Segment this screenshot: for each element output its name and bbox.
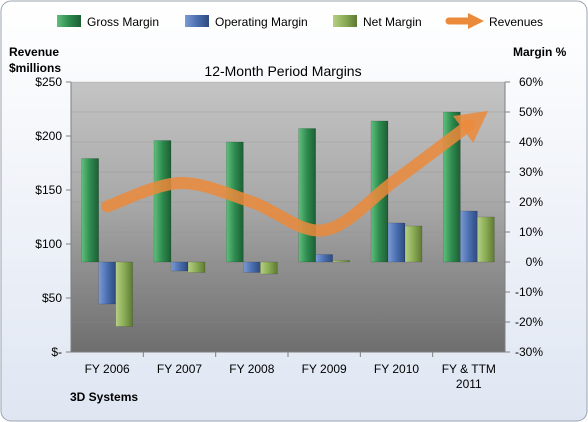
bar-operating-margin bbox=[170, 261, 189, 272]
bar-gross-margin bbox=[81, 158, 99, 263]
y-left-tick-label: $200 bbox=[35, 129, 62, 143]
bar-gross-margin bbox=[443, 111, 461, 263]
bar-gross-margin bbox=[153, 140, 172, 263]
chart-title: 12-Month Period Margins bbox=[204, 63, 361, 79]
x-tick-label: FY 2006 bbox=[85, 362, 130, 376]
gridlines bbox=[71, 81, 505, 353]
legend-swatch-operating-margin bbox=[185, 15, 209, 27]
y-left-label-line2: $millions bbox=[9, 61, 61, 75]
y-right-tick-label: -10% bbox=[515, 285, 543, 299]
x-tick-label-line: FY 2007 bbox=[157, 362, 202, 376]
revenue-line bbox=[101, 110, 489, 237]
y-right-tick-label: 50% bbox=[519, 105, 543, 119]
x-tick-label-line: FY 2009 bbox=[302, 362, 347, 376]
y-left-tick-label: $150 bbox=[35, 183, 62, 197]
y-right-tick-label: 30% bbox=[519, 165, 543, 179]
bar-operating-margin bbox=[98, 261, 116, 305]
y-right-tick-label: -30% bbox=[515, 345, 543, 359]
y-left-label-line1: Revenue bbox=[9, 45, 59, 59]
legend: Gross Margin Operating Margin Net Margin… bbox=[57, 13, 543, 29]
y-right-tick-label: 0% bbox=[526, 255, 544, 269]
x-tick-label: FY 2008 bbox=[229, 362, 274, 376]
legend-swatch-gross-margin bbox=[57, 15, 81, 27]
bar-operating-margin bbox=[243, 261, 261, 273]
y-right-tick-label: 40% bbox=[519, 135, 543, 149]
x-tick-label: FY & TTM 2011 bbox=[442, 362, 496, 391]
bar-net-margin bbox=[187, 261, 206, 273]
bar-operating-margin bbox=[460, 210, 478, 263]
line-revenues bbox=[101, 110, 489, 237]
x-tick-label-line: FY 2010 bbox=[374, 362, 419, 376]
x-tick-label: FY 2007 bbox=[157, 362, 202, 376]
y-right-tick-labels: -30% -20% -10% 0% 10% 20% 30% 40% 50% 60% bbox=[505, 75, 543, 359]
y-left-tick-label: $50 bbox=[42, 291, 62, 305]
bar-net-margin bbox=[115, 261, 133, 327]
legend-label-revenues: Revenues bbox=[489, 15, 543, 29]
x-tick-label-line: FY 2006 bbox=[85, 362, 130, 376]
x-tick-label: FY 2009 bbox=[302, 362, 347, 376]
y-left-tick-label: $- bbox=[51, 345, 62, 359]
y-right-tick-label: 60% bbox=[519, 75, 543, 89]
bar-net-margin bbox=[332, 260, 350, 263]
bar-operating-margin bbox=[387, 222, 406, 263]
legend-arrow-icon bbox=[468, 13, 484, 29]
company-label: 3D Systems bbox=[70, 390, 138, 404]
x-tick-label-line: FY 2008 bbox=[229, 362, 274, 376]
legend-label-gross-margin: Gross Margin bbox=[87, 15, 159, 29]
y-right-tick-label: 10% bbox=[519, 225, 543, 239]
bar-net-margin bbox=[260, 261, 278, 275]
x-tick-label-line: FY & TTM bbox=[442, 362, 496, 376]
bar-operating-margin bbox=[315, 254, 333, 263]
legend-swatch-net-margin bbox=[333, 15, 357, 27]
legend-label-operating-margin: Operating Margin bbox=[215, 15, 308, 29]
bar-net-margin bbox=[404, 225, 423, 263]
y-left-tick-label: $100 bbox=[35, 237, 62, 251]
bar-net-margin bbox=[477, 216, 495, 263]
x-tick-label: FY 2010 bbox=[374, 362, 419, 376]
x-tick-labels: FY 2006 FY 2007 FY 2008 FY 2009 FY 2010 FY & … bbox=[85, 352, 496, 391]
y-right-label: Margin % bbox=[513, 45, 567, 59]
y-right-tick-label: -20% bbox=[515, 315, 543, 329]
bar-gross-margin bbox=[298, 128, 316, 263]
legend-label-net-margin: Net Margin bbox=[363, 15, 422, 29]
y-left-tick-label: $250 bbox=[35, 75, 62, 89]
x-tick-label-line: 2011 bbox=[456, 377, 482, 391]
y-right-tick-label: 20% bbox=[519, 195, 543, 209]
y-left-tick-labels: $- $50 $100 $150 $200 $250 bbox=[35, 75, 71, 359]
